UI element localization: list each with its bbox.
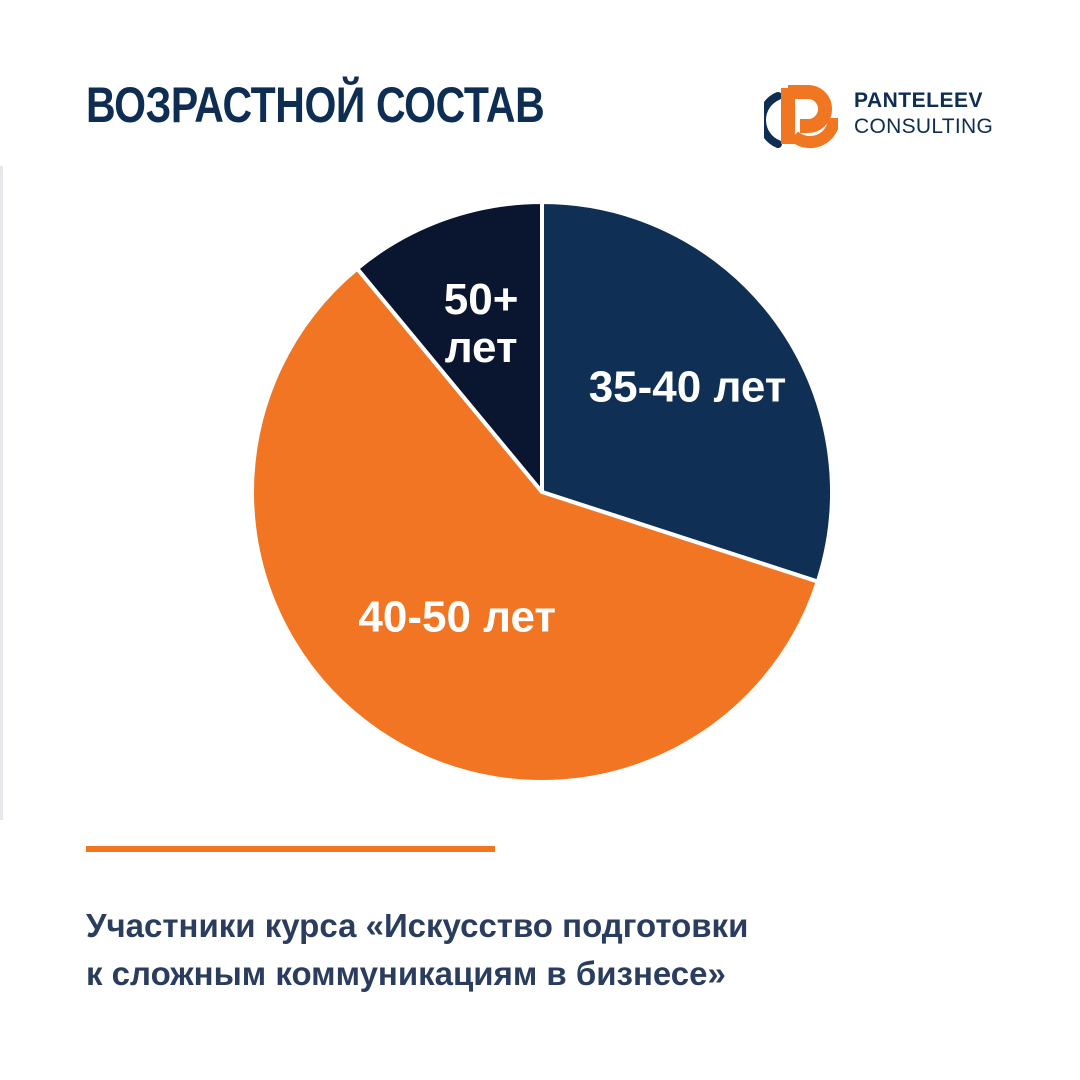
left-border-line [0,166,3,820]
logo-name-line2: CONSULTING [854,115,994,138]
caption-line-1: Участники курса «Искусство подготовки [86,907,749,944]
company-logo: PANTELEEV CONSULTING [764,78,1004,152]
pie-label-1: 40-50 лет [358,593,556,642]
pie-label-2: 50+ лет [444,275,519,372]
chart-caption: Участники курса «Искусство подготовки к … [86,902,986,998]
pie-slice-2 [355,200,544,494]
logo-mark-icon [764,85,838,149]
pie-slice-0 [540,200,834,584]
accent-divider [86,846,495,852]
page-title: ВОЗРАСТНОЙ СОСТАВ [86,77,545,133]
pie-slice-1 [250,266,820,784]
caption-line-2: к сложным коммуникациям в бизнесе» [86,955,726,992]
pie-label-0: 35-40 лет [589,362,787,411]
logo-name-line1: PANTELEEV [854,89,983,112]
